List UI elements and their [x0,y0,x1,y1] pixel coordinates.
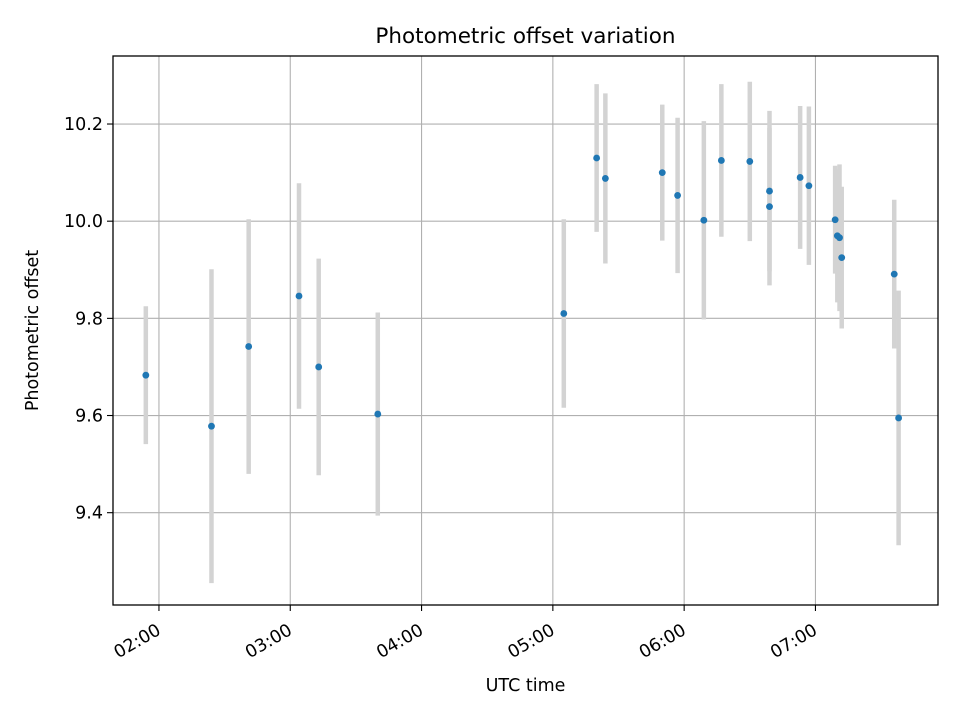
data-point [295,292,303,300]
data-point [315,363,323,371]
data-point [593,154,601,162]
y-axis-label: Photometric offset [23,250,43,411]
data-point [831,216,839,224]
data-point [208,422,215,430]
y-tick-label: 9.4 [75,504,103,524]
data-point [805,182,813,190]
y-tick-label: 9.6 [75,407,103,427]
data-point [766,203,773,211]
y-tick-label: 10.0 [64,212,103,232]
data-point [717,157,725,164]
data-point [895,414,903,422]
data-point [560,310,568,317]
data-point [766,187,773,195]
chart-title: Photometric offset variation [375,24,675,49]
data-point [890,270,898,278]
data-points [142,154,903,430]
data-point [142,371,150,379]
x-axis-label: UTC time [486,676,566,696]
data-point [374,410,382,418]
data-point [796,174,804,181]
data-point [245,343,253,350]
data-point [674,192,681,199]
y-tick-label: 9.8 [75,309,103,329]
data-point [836,234,843,242]
data-point [838,254,846,262]
data-point [700,216,708,224]
data-point [746,158,754,165]
data-point [658,169,666,177]
y-axis-ticks: 9.4 9.6 9.8 10.0 10.2 [64,115,113,524]
y-tick-label: 10.2 [64,115,103,135]
data-point [601,175,609,182]
plot-frame [112,55,939,606]
